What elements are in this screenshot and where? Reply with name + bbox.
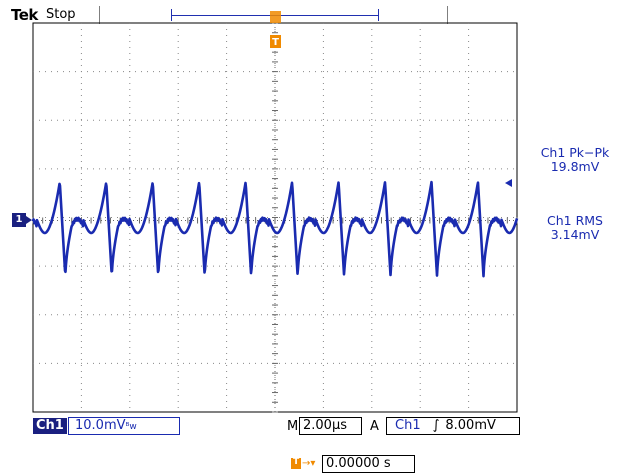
rising-edge-icon: ∫ — [432, 418, 440, 433]
measurement-label: Ch1 Pk−Pk — [540, 145, 610, 160]
timebase-value[interactable]: 2.00µs — [299, 417, 362, 435]
measurement-label: Ch1 RMS — [547, 213, 603, 228]
trigger-position-icon — [291, 457, 301, 469]
graticule — [32, 22, 518, 413]
measurement-rms: Ch1 RMS 3.14mV — [522, 214, 628, 242]
arrow-down-icon: →▾ — [302, 458, 316, 469]
trigger-position-value[interactable]: 0.00000 s — [322, 455, 415, 473]
header-divider — [447, 6, 448, 24]
trigger-source: Ch1 — [395, 418, 421, 433]
ch1-trace — [31, 180, 519, 278]
brand-logo: Tek — [11, 6, 38, 24]
ch1-waveform — [31, 180, 519, 278]
header-divider — [99, 6, 100, 24]
acquisition-state: Stop — [46, 7, 76, 22]
trigger-mode: A — [370, 419, 379, 434]
channel-badge[interactable]: Ch1 — [33, 418, 67, 434]
svg-text:T: T — [272, 37, 279, 48]
trigger-level-arrow[interactable] — [505, 179, 512, 187]
scale-value: 10.0mV — [75, 418, 126, 433]
channel-scale[interactable]: 10.0mVᴮw — [68, 417, 180, 435]
trigger-position-marker[interactable]: T — [270, 11, 281, 48]
ch1-ground-marker[interactable]: 1 — [12, 213, 32, 227]
measurement-value: 3.14mV — [550, 227, 600, 242]
timebase-label: M — [287, 419, 299, 434]
trigger-readout[interactable]: Ch1 ∫ 8.00mV — [386, 417, 520, 435]
measurement-pkpk: Ch1 Pk−Pk 19.8mV — [522, 146, 628, 174]
bandwidth-limit-icon: ᴮw — [125, 422, 137, 432]
measurement-value: 19.8mV — [550, 159, 600, 174]
trigger-level: 8.00mV — [445, 418, 496, 433]
